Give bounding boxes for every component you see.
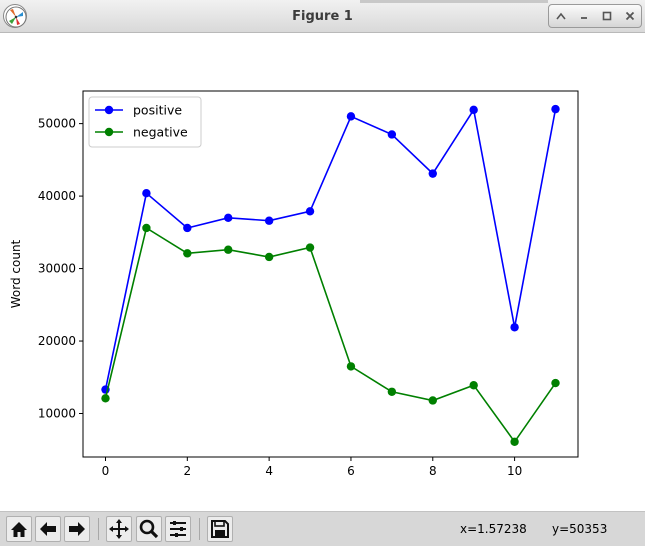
data-point-positive (346, 112, 356, 121)
data-point-positive (264, 216, 274, 225)
home-icon (11, 522, 27, 537)
home-button[interactable] (6, 516, 32, 542)
x-tick-label: 4 (265, 464, 273, 478)
data-point-positive (305, 207, 315, 216)
matplotlib-logo-icon (5, 6, 27, 28)
data-point-positive (510, 323, 519, 332)
x-tick-label: 6 (347, 464, 355, 478)
data-point-negative (551, 378, 560, 388)
zoom-button[interactable] (136, 516, 162, 542)
y-tick-label: 20000 (38, 334, 76, 348)
save-icon (211, 520, 229, 538)
pan-button[interactable] (106, 516, 132, 542)
minimize-icon[interactable] (574, 7, 594, 25)
window-controls (548, 4, 642, 28)
data-point-negative (101, 394, 110, 403)
y-tick-label: 50000 (38, 117, 76, 131)
back-icon (40, 522, 56, 536)
window-title: Figure 1 (292, 9, 353, 24)
pan-icon (109, 519, 129, 539)
data-point-negative (469, 381, 478, 390)
legend-swatch-marker (104, 127, 114, 137)
y-tick-label: 30000 (38, 262, 76, 276)
data-point-positive (469, 105, 478, 115)
toolbar-separator (98, 518, 99, 540)
legend-swatch-marker (104, 105, 114, 115)
maximize-icon[interactable] (597, 7, 617, 25)
data-point-positive (142, 188, 151, 198)
plot-area (82, 90, 579, 458)
navigation-toolbar: x=1.57238 y=50353 (0, 511, 645, 546)
configure-subplots-button[interactable] (165, 516, 191, 542)
data-point-negative (264, 252, 274, 262)
y-tick-label: 10000 (38, 407, 76, 421)
x-tick-label: 0 (102, 464, 110, 478)
toolbar-separator (199, 518, 200, 540)
data-point-positive (387, 130, 397, 139)
window-titlebar: Figure 1 (0, 0, 645, 33)
data-point-negative (142, 223, 151, 233)
close-icon[interactable] (620, 7, 640, 25)
data-point-negative (428, 396, 437, 405)
data-point-positive (428, 169, 437, 178)
legend-label-positive: positive (133, 103, 182, 118)
x-tick-label: 2 (183, 464, 191, 478)
forward-button[interactable] (64, 516, 90, 542)
data-point-negative (346, 362, 356, 371)
back-button[interactable] (35, 516, 61, 542)
x-tick-label: 10 (507, 464, 522, 478)
data-point-positive (551, 104, 560, 114)
save-button[interactable] (207, 516, 233, 542)
x-tick-label: 8 (429, 464, 437, 478)
titlebar-strip (360, 0, 548, 3)
forward-icon (69, 522, 85, 536)
series-line-negative (104, 226, 557, 444)
figure-canvas[interactable]: 0 2 4 6 8 10 10000 20000 30000 40000 50000 positiv… (0, 33, 645, 511)
app-icon[interactable] (3, 4, 27, 28)
data-point-negative (387, 387, 397, 396)
series-line-positive (104, 107, 557, 390)
y-axis-label: Word count (9, 239, 23, 308)
data-point-positive (183, 223, 192, 233)
up-icon[interactable] (551, 7, 571, 25)
cursor-y-readout: y=50353 (552, 522, 608, 536)
line-chart: 0 2 4 6 8 10 10000 20000 30000 40000 50000 positiv… (9, 90, 579, 478)
data-point-negative (305, 243, 315, 252)
legend-label-negative: negative (133, 125, 188, 140)
zoom-icon (139, 519, 159, 539)
cursor-x-readout: x=1.57238 (460, 522, 527, 536)
data-point-negative (224, 245, 233, 254)
data-point-negative (510, 437, 519, 446)
configure-subplots-icon (170, 521, 186, 537)
data-point-positive (224, 213, 233, 223)
y-tick-label: 40000 (38, 189, 76, 203)
data-point-negative (183, 249, 192, 258)
